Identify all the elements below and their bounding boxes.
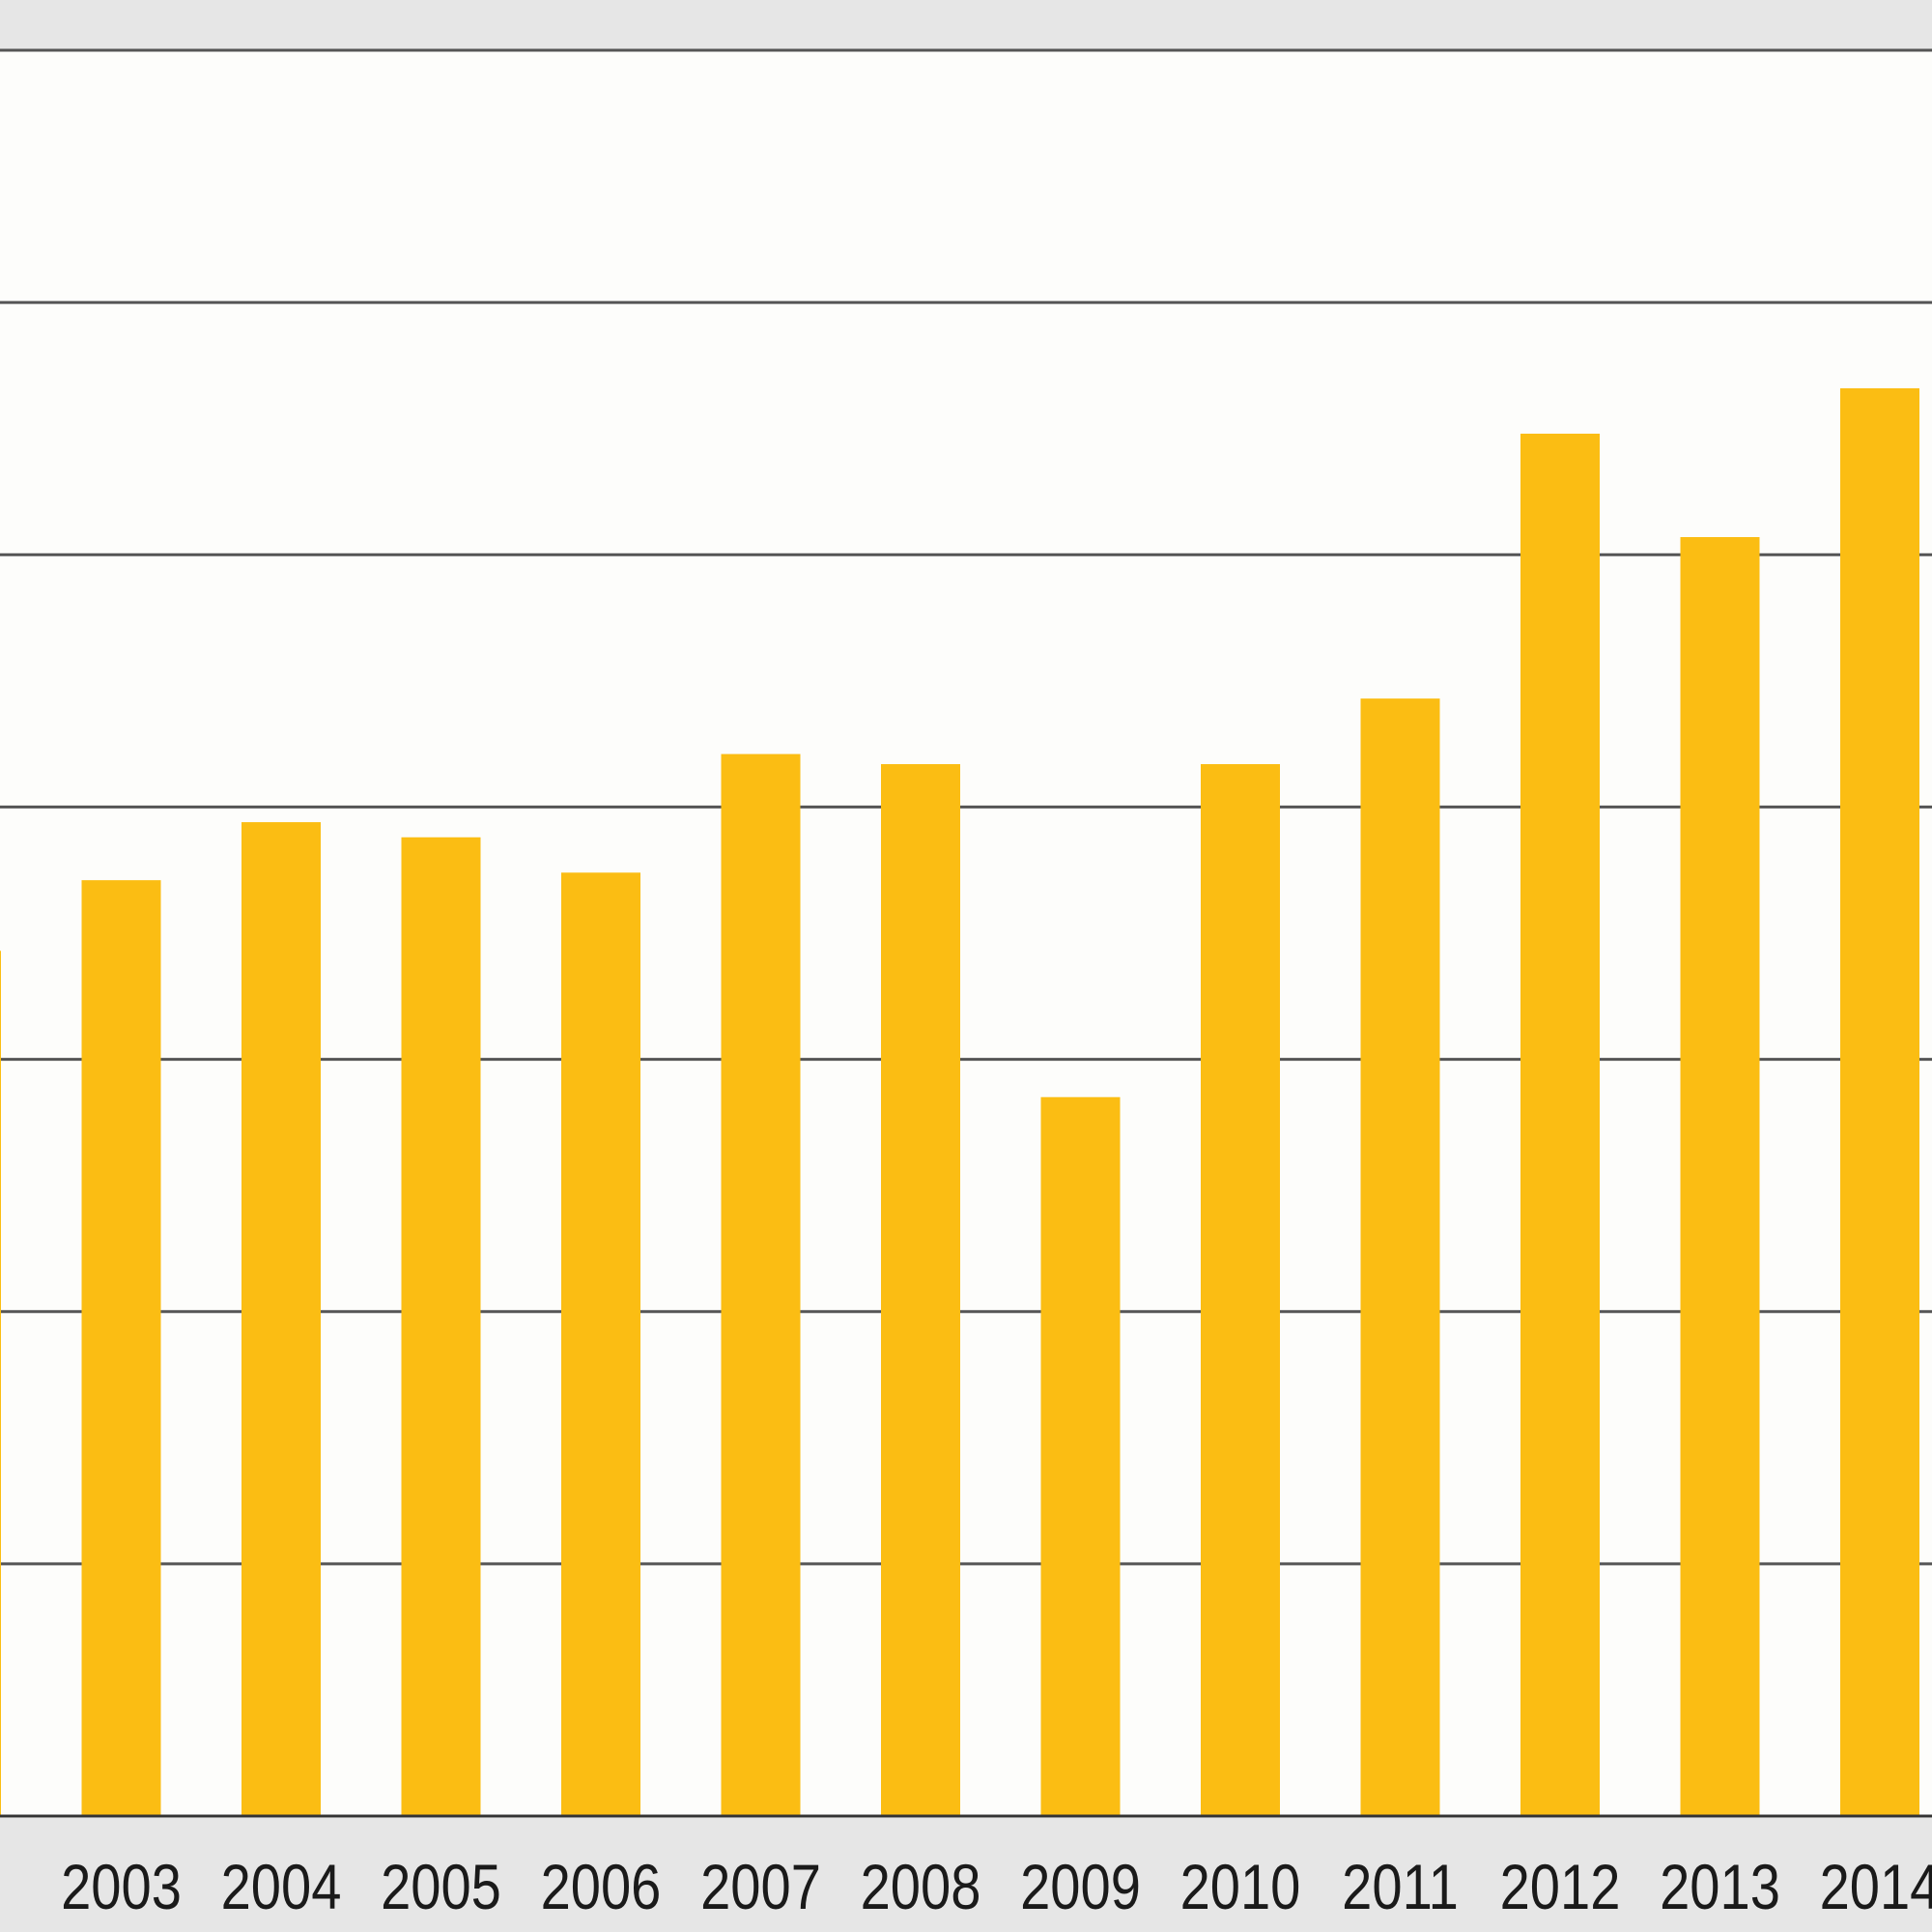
x-tick-label: 2012 <box>1500 1852 1621 1922</box>
x-tick-labels: 0220032004200520062007200820092010201120… <box>61 1852 1932 1922</box>
x-tick-label: 2005 <box>381 1852 501 1922</box>
bar-2004 <box>242 822 321 1816</box>
bar-2003 <box>81 880 161 1816</box>
bar-2012 <box>1520 433 1600 1816</box>
bar-2011 <box>1360 698 1440 1816</box>
bar-2014 <box>1840 387 1919 1817</box>
x-tick-label: 2007 <box>700 1852 821 1922</box>
bar-2008 <box>881 764 960 1816</box>
bar-2009 <box>1040 1096 1121 1816</box>
x-tick-label: 2014 <box>1820 1852 1932 1922</box>
bar-2013 <box>1680 537 1760 1816</box>
x-tick-label: 2013 <box>1660 1852 1780 1922</box>
bar-2010 <box>1201 764 1280 1816</box>
x-tick-label: 2008 <box>861 1852 981 1922</box>
x-tick-label: 2003 <box>61 1852 182 1922</box>
x-tick-label: 2011 <box>1342 1852 1459 1922</box>
plot-background <box>0 50 1932 1818</box>
x-tick-label: 2004 <box>221 1852 342 1922</box>
bar-2002 <box>0 951 1 1816</box>
bar-2005 <box>401 837 481 1816</box>
x-tick-label: 2006 <box>541 1852 662 1922</box>
bar-2006 <box>561 872 640 1816</box>
bar-series <box>0 387 1919 1817</box>
bar-2007 <box>721 753 801 1816</box>
x-tick-label: 2009 <box>1020 1852 1141 1922</box>
x-tick-label: 2010 <box>1180 1852 1301 1922</box>
